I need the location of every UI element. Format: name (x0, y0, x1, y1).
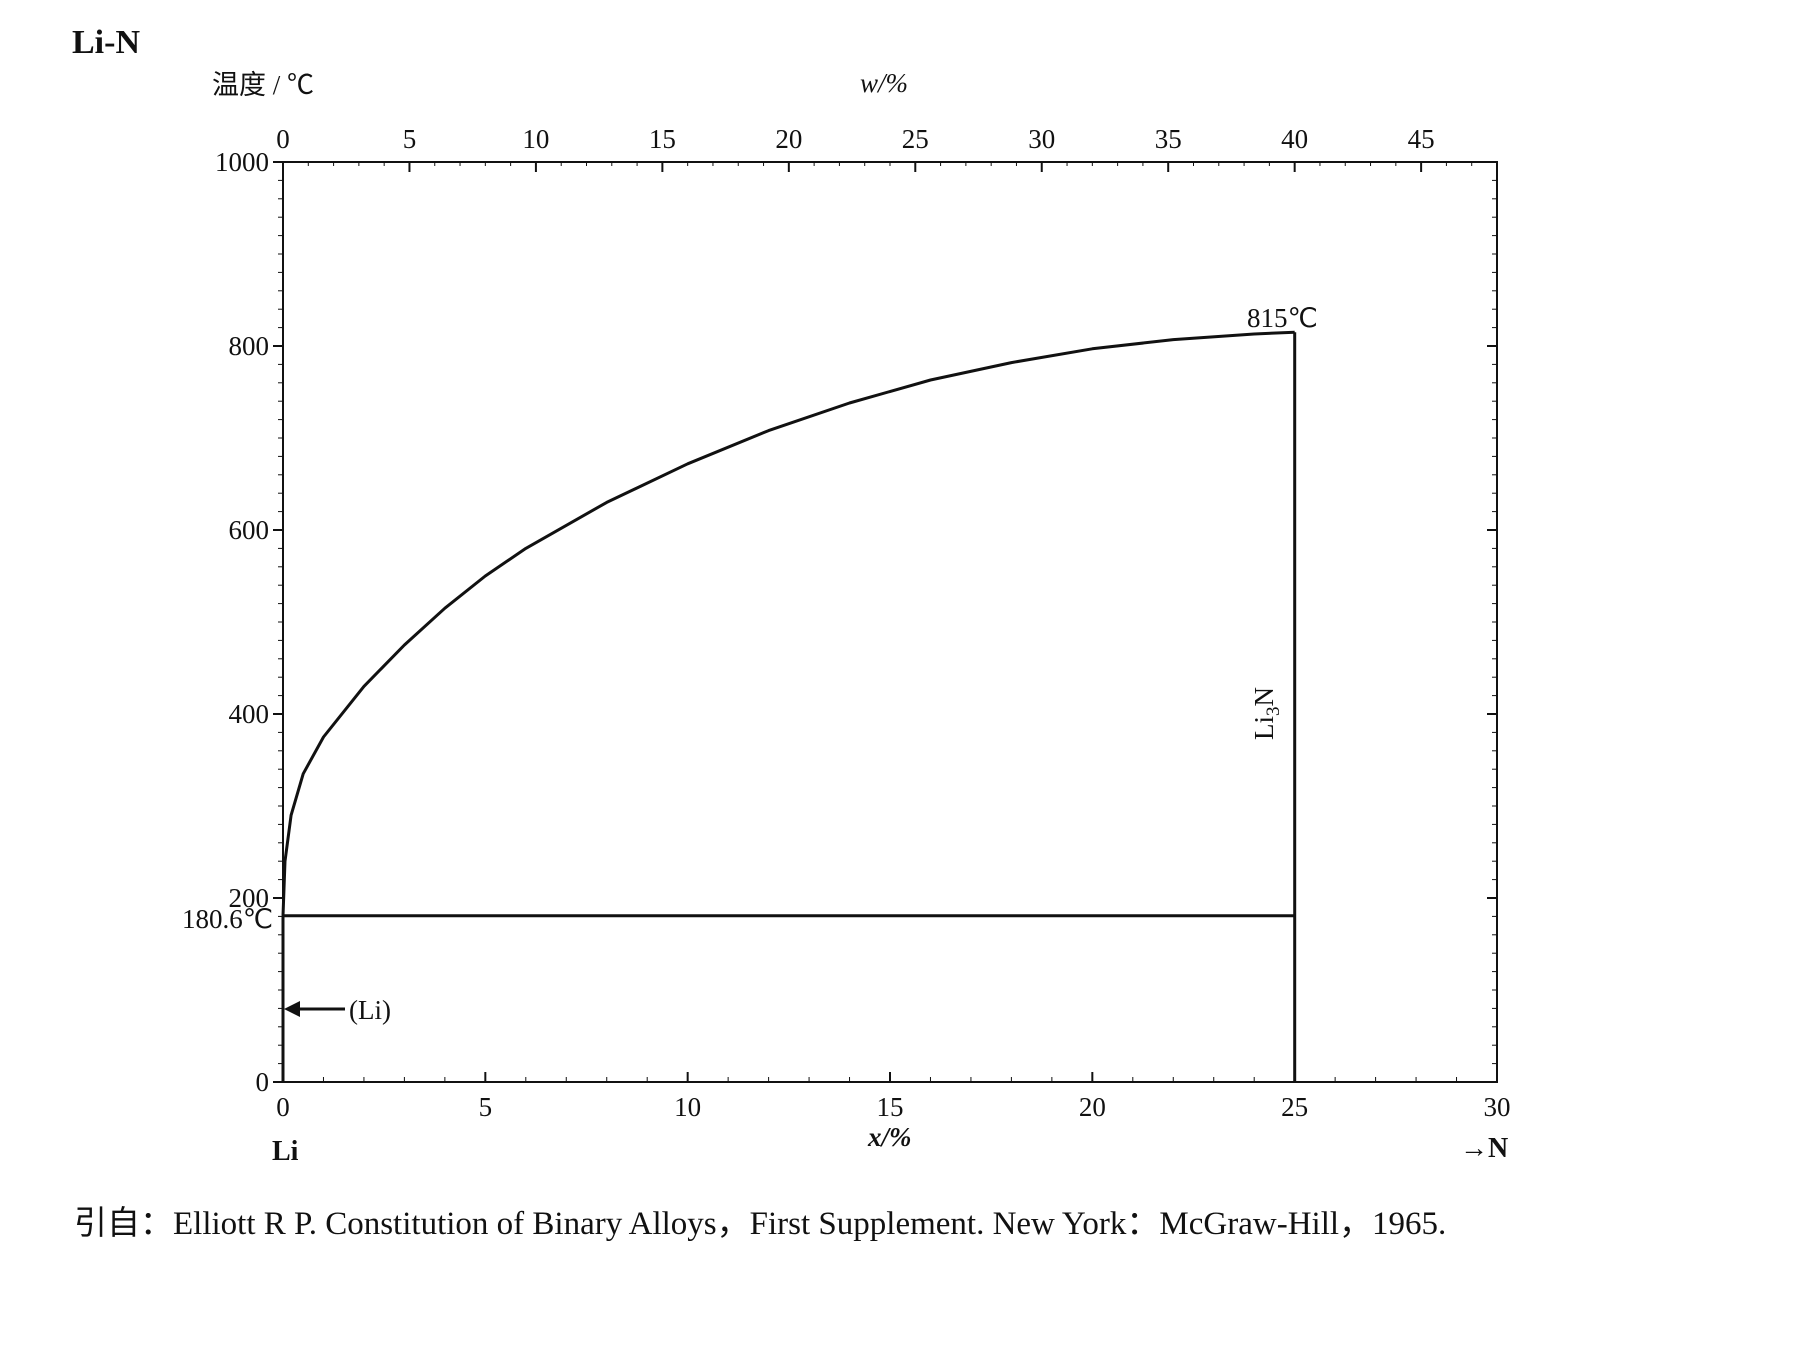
li-phase-arrowhead (284, 1001, 300, 1017)
li3n-subscript: 3 (1263, 707, 1284, 717)
y-tick-label: 0 (256, 1067, 270, 1097)
y-tick-label: 200 (229, 883, 270, 913)
right-element-label: →N (1460, 1133, 1508, 1164)
li3n-prefix: Li (1249, 716, 1279, 740)
left-element-label: Li (272, 1136, 299, 1167)
top-tick-label: 15 (649, 124, 676, 154)
x-tick-label: 20 (1079, 1092, 1106, 1122)
plot-frame (282, 161, 1498, 1083)
x-tick-label: 30 (1484, 1092, 1511, 1122)
top-tick-label: 20 (775, 124, 802, 154)
top-tick-label: 35 (1155, 124, 1182, 154)
top-tick-label: 10 (522, 124, 549, 154)
top-tick-label: 0 (276, 124, 290, 154)
x-tick-label: 5 (479, 1092, 493, 1122)
top-tick-label: 5 (403, 124, 417, 154)
x-tick-label: 15 (877, 1092, 904, 1122)
chart-labels: 温度 / ℃ w/% x/% Li →N 815℃ 180.6℃ Li3N (L… (182, 68, 1508, 1167)
annotation-li-phase: (Li) (349, 995, 391, 1025)
liquidus-curve (281, 330, 1295, 916)
annotation-815: 815℃ (1247, 303, 1318, 333)
top-tick-label: 25 (902, 124, 929, 154)
top-axis-title: w/% (860, 68, 908, 98)
annotation-180-6: 180.6℃ (182, 904, 273, 934)
y-tick-label: 800 (229, 331, 270, 361)
x-tick-label: 25 (1281, 1092, 1308, 1122)
top-tick-label: 40 (1281, 124, 1308, 154)
x-tick-label: 0 (276, 1092, 290, 1122)
y-axis-title: 温度 / ℃ (212, 70, 314, 100)
top-tick-label: 45 (1408, 124, 1435, 154)
citation: 引自：Elliott R P. Constitution of Binary A… (74, 1206, 1447, 1242)
y-tick-label: 1000 (215, 147, 269, 177)
li3n-suffix: N (1249, 687, 1279, 707)
top-tick-label: 30 (1028, 124, 1055, 154)
x-axis-title: x/% (867, 1122, 912, 1152)
chart-title: Li-N (72, 24, 140, 61)
y-tick-label: 400 (229, 699, 270, 729)
annotation-li-n-phase: Li3N (1249, 687, 1284, 740)
y-tick-label: 600 (229, 515, 270, 545)
phase-boundaries (281, 330, 1297, 1082)
x-tick-label: 10 (674, 1092, 701, 1122)
